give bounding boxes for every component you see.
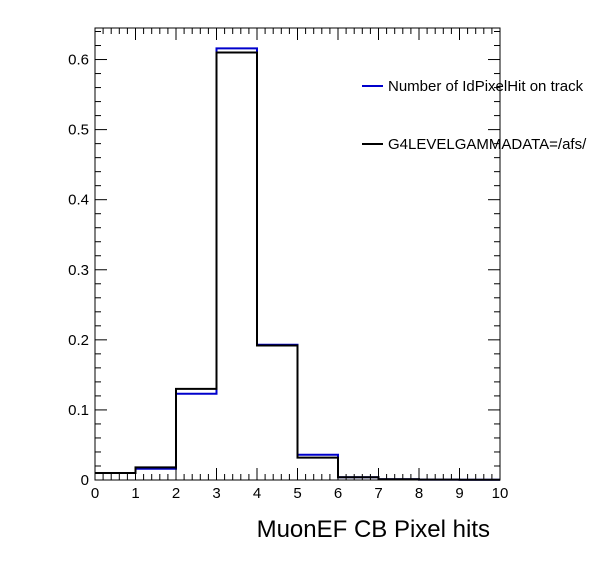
x-tick-label: 3 — [212, 485, 220, 502]
y-tick-label: 0.1 — [68, 402, 89, 419]
axis-ticks — [94, 28, 501, 481]
legend-entry-label: G4LEVELGAMMADATA=/afs/ — [388, 136, 587, 153]
y-tick-label: 0.3 — [68, 262, 89, 279]
y-tick-label: 0.4 — [68, 192, 89, 209]
x-axis-title: MuonEF CB Pixel hits — [257, 516, 490, 543]
x-tick-label: 9 — [455, 485, 463, 502]
x-tick-label: 10 — [492, 485, 509, 502]
y-tick-label: 0 — [81, 472, 89, 489]
legend: Number of IdPixelHit on track G4LEVELGAMM… — [362, 78, 587, 153]
legend-entry-label: Number of IdPixelHit on track — [388, 78, 584, 95]
y-tick-label: 0.6 — [68, 52, 89, 69]
x-tick-label: 5 — [293, 485, 301, 502]
histogram-series-layer — [95, 47, 500, 481]
x-tick-label: 1 — [131, 485, 139, 502]
y-tick-label: 0.2 — [68, 332, 89, 349]
x-tick-label: 2 — [172, 485, 180, 502]
x-tick-label: 7 — [374, 485, 382, 502]
y-tick-label: 0.5 — [68, 122, 89, 139]
histogram-series-2 — [95, 51, 500, 481]
x-tick-label: 8 — [415, 485, 423, 502]
tick-labels: 0 1 2 3 4 5 6 7 8 9 10 0 0.1 0.2 0.3 0.4 0.5 0.6 — [68, 52, 508, 502]
x-tick-label: 4 — [253, 485, 261, 502]
x-tick-label: 0 — [91, 485, 99, 502]
x-tick-label: 6 — [334, 485, 342, 502]
